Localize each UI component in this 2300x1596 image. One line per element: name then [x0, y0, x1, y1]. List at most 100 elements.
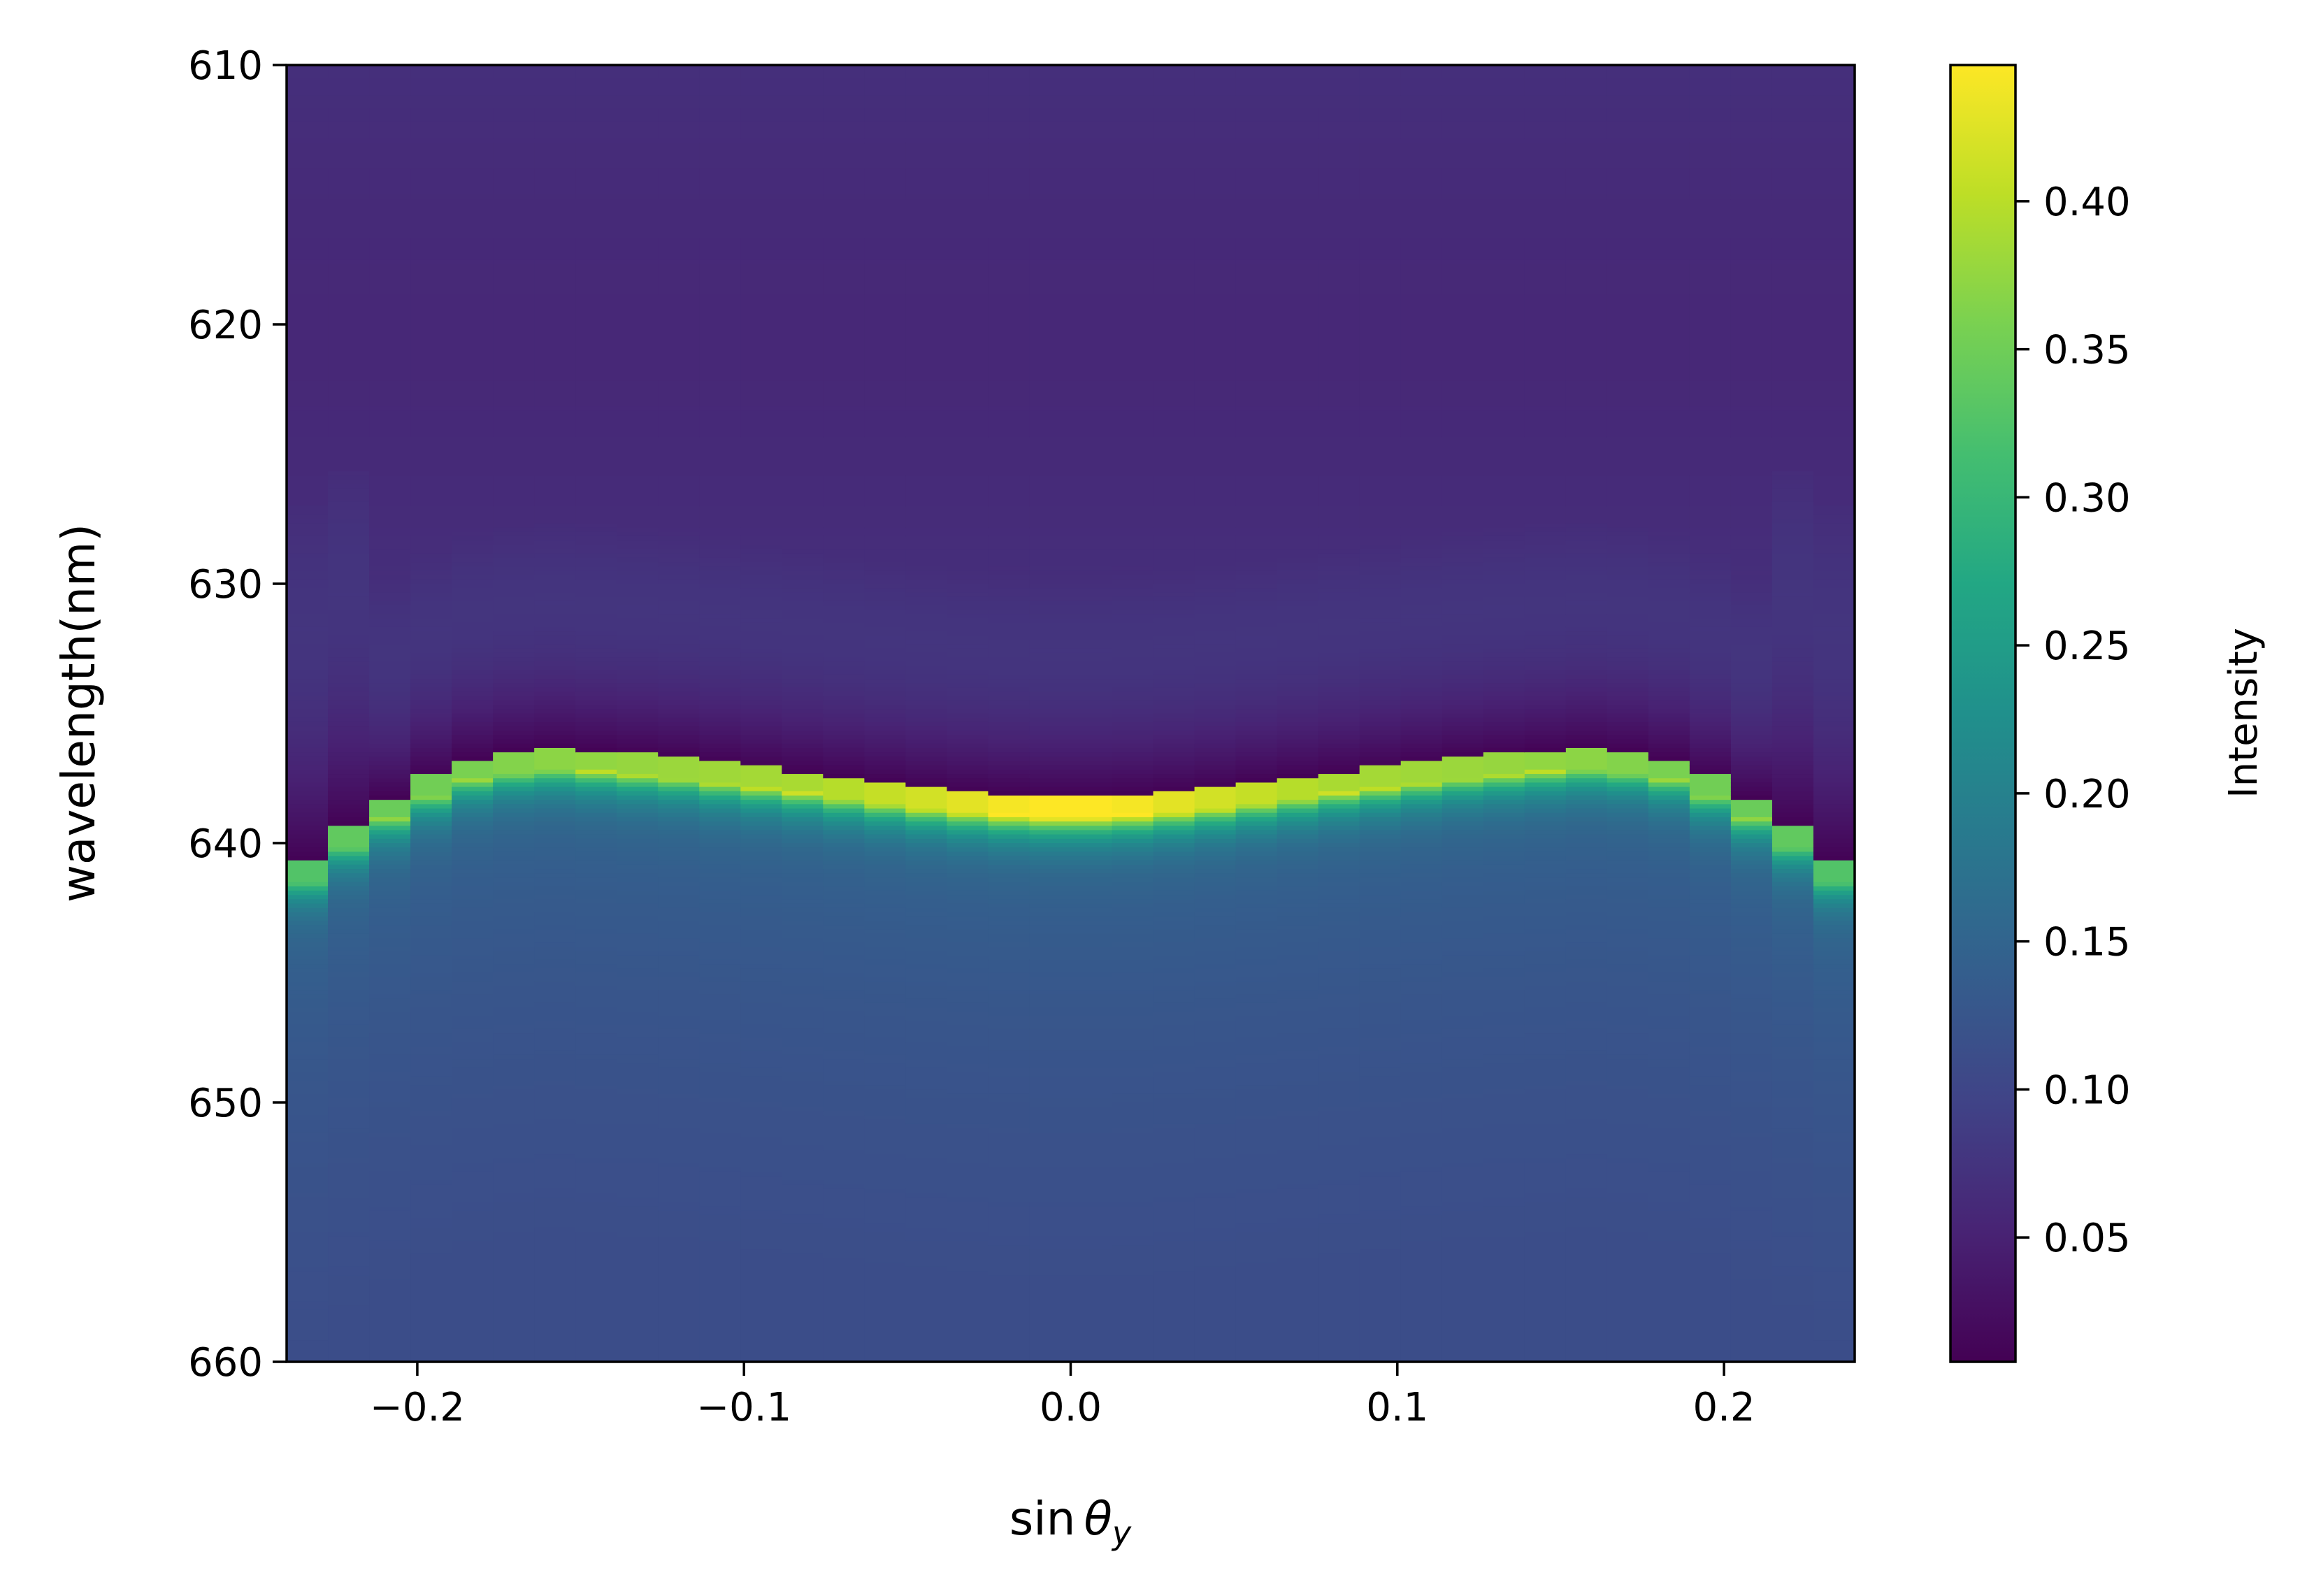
heatmap-cell	[287, 523, 329, 537]
heatmap-cell	[617, 1158, 659, 1164]
heatmap-cell	[823, 856, 865, 861]
heatmap-cell	[369, 1210, 411, 1242]
y-tick-label: 620	[188, 303, 263, 348]
heatmap-cell	[1400, 535, 1443, 541]
heatmap-cell	[452, 78, 494, 96]
heatmap-cell	[1235, 527, 1278, 537]
heatmap-cell	[658, 907, 700, 922]
heatmap-cell	[575, 933, 618, 948]
heatmap-cell	[1153, 1128, 1195, 1164]
heatmap-cell	[905, 761, 948, 766]
heatmap-cell	[1483, 821, 1525, 827]
heatmap-cell	[782, 666, 824, 671]
heatmap-cell	[947, 851, 989, 857]
heatmap-cell	[1194, 752, 1237, 758]
heatmap-cell	[699, 238, 742, 261]
heatmap-cell	[287, 238, 329, 261]
heatmap-cell	[328, 596, 370, 610]
heatmap-cell	[452, 1098, 494, 1129]
heatmap-cell	[1359, 735, 1402, 740]
heatmap-cell	[328, 661, 370, 667]
heatmap-cell	[1318, 1145, 1360, 1181]
heatmap-cell	[493, 877, 535, 883]
heatmap-cell	[988, 947, 1030, 961]
heatmap-cell	[699, 527, 742, 537]
heatmap-cell	[740, 584, 783, 589]
heatmap-cell	[1112, 916, 1154, 922]
heatmap-cell	[1194, 782, 1237, 788]
heatmap-cell	[575, 691, 618, 697]
heatmap-cell	[1359, 380, 1402, 408]
heatmap-cell	[699, 562, 742, 568]
heatmap-cell	[617, 475, 659, 507]
heatmap-cell	[452, 821, 494, 827]
heatmap-cell	[823, 475, 865, 507]
heatmap-cell	[1607, 804, 1649, 810]
heatmap-cell	[1359, 65, 1402, 79]
heatmap-cell	[658, 614, 700, 624]
heatmap-cell	[1112, 735, 1154, 740]
heatmap-cell	[534, 410, 576, 438]
heatmap-cell	[1277, 864, 1319, 870]
heatmap-cell	[1318, 618, 1360, 636]
heatmap-cell	[369, 903, 411, 909]
heatmap-cell	[1400, 644, 1443, 649]
heatmap-cell	[864, 670, 907, 675]
heatmap-cell	[1029, 873, 1072, 879]
heatmap-cell	[1112, 436, 1154, 477]
heatmap-cell	[369, 584, 411, 594]
heatmap-cell	[823, 886, 865, 891]
heatmap-cell	[1771, 791, 1814, 796]
heatmap-cell	[1235, 626, 1278, 636]
heatmap-cell	[1277, 168, 1319, 196]
heatmap-cell	[369, 535, 411, 550]
heatmap-cell	[287, 774, 329, 779]
heatmap-cell	[1648, 566, 1690, 576]
heatmap-cell	[1318, 877, 1360, 883]
heatmap-cell	[947, 696, 989, 701]
heatmap-cell	[740, 747, 783, 753]
heatmap-cell	[1483, 817, 1525, 822]
heatmap-cell	[740, 475, 783, 507]
heatmap-cell	[369, 800, 411, 818]
heatmap-cell	[369, 138, 411, 144]
heatmap-cell	[1813, 986, 1855, 991]
heatmap-cell	[1442, 562, 1484, 568]
heatmap-cell	[410, 1085, 452, 1112]
heatmap-cell	[1194, 907, 1237, 913]
heatmap-cell	[1483, 782, 1525, 788]
heatmap-cell	[1235, 1002, 1278, 1017]
heatmap-cell	[1070, 713, 1113, 719]
heatmap-cell	[1318, 899, 1360, 905]
heatmap-cell	[1689, 912, 1732, 917]
heatmap-cell	[452, 838, 494, 844]
heatmap-cell	[1070, 410, 1113, 438]
heatmap-cell	[575, 1059, 618, 1086]
heatmap-cell	[658, 721, 700, 727]
heatmap-cell	[988, 475, 1030, 507]
heatmap-cell	[617, 800, 659, 805]
heatmap-cell	[1277, 238, 1319, 261]
heatmap-cell	[410, 747, 452, 753]
heatmap-cell	[1648, 505, 1690, 529]
heatmap-cell	[1318, 817, 1360, 822]
heatmap-cell	[452, 1163, 494, 1172]
heatmap-cell	[782, 259, 824, 265]
heatmap-cell	[1771, 657, 1814, 663]
heatmap-cell	[1029, 947, 1072, 961]
heatmap-cell	[617, 584, 659, 598]
heatmap-cell	[287, 631, 329, 645]
heatmap-cell	[493, 691, 535, 697]
heatmap-column	[1070, 65, 1113, 1363]
heatmap-cell	[452, 847, 494, 853]
heatmap-cell	[1153, 168, 1195, 196]
heatmap-cell	[1689, 700, 1732, 705]
heatmap-cell	[1112, 259, 1154, 265]
heatmap-cell	[740, 1037, 783, 1051]
heatmap-cell	[1029, 959, 1072, 974]
heatmap-cell	[1689, 709, 1732, 714]
heatmap-cell	[823, 1050, 865, 1060]
heatmap-cell	[1730, 138, 1773, 144]
heatmap-cell	[905, 596, 948, 606]
heatmap-cell	[452, 817, 494, 822]
